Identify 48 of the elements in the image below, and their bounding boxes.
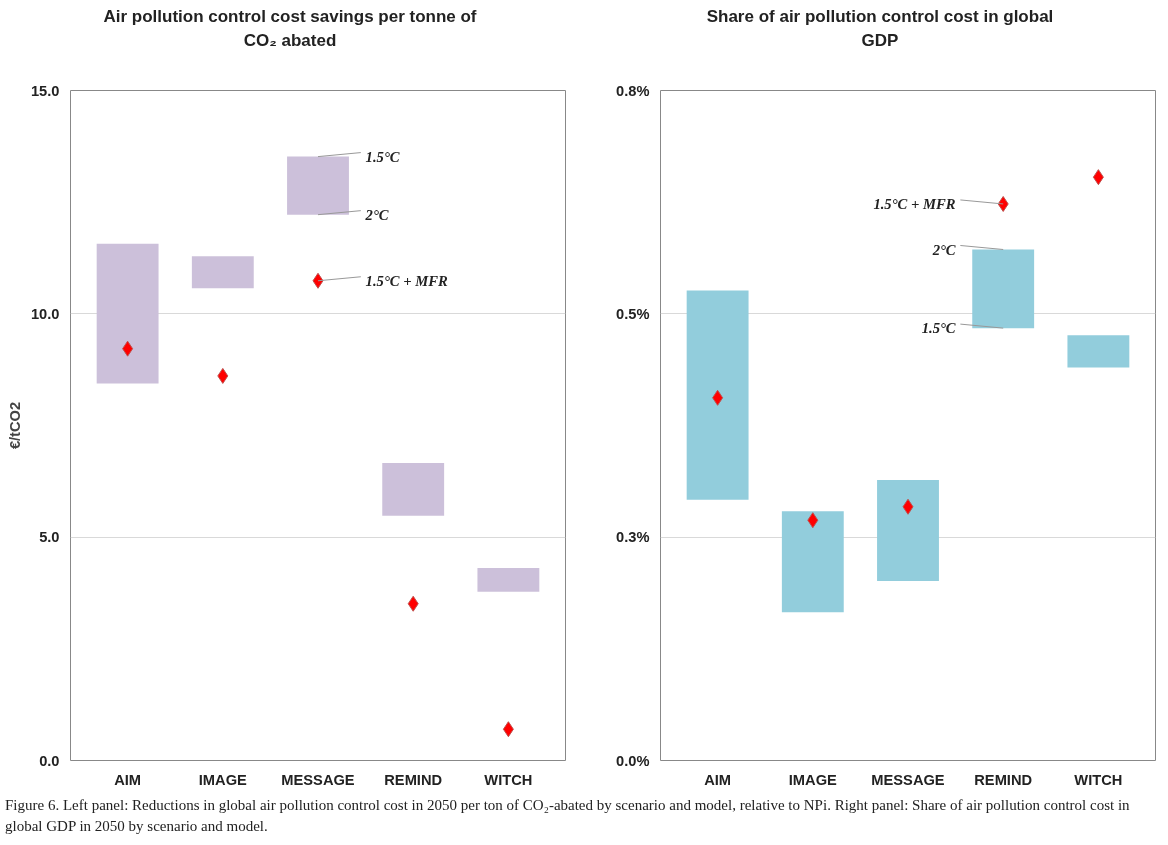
y-tick-label: 15.0 xyxy=(30,82,60,99)
y-tick-label: 0.0 xyxy=(39,752,60,769)
annotation: 2°C xyxy=(364,206,389,223)
bar xyxy=(96,243,159,384)
x-tick-label: WITCH xyxy=(484,771,533,788)
annotation: 1.5°C xyxy=(921,320,956,337)
caption: Figure 6. Left panel: Reductions in global air pollution control cost in 2050 per ton of CO₂-abated by scenario and model, relative to NPi. Right panel: Share of air pollution control cost in global GDP in 2050 by scenario and model. xyxy=(5,796,1131,837)
y-tick-label: 5.0 xyxy=(39,529,60,546)
y-tick-label: 10.0 xyxy=(30,305,60,322)
x-tick-label: WITCH xyxy=(1074,771,1123,788)
point xyxy=(807,512,819,529)
bar xyxy=(191,256,254,289)
x-tick-label: IMAGE xyxy=(198,771,248,788)
point xyxy=(122,340,134,357)
x-tick-label: REMIND xyxy=(974,771,1033,788)
bar xyxy=(877,479,939,581)
y-tick-label: 0.3% xyxy=(616,529,650,546)
x-tick-label: AIM xyxy=(704,771,732,788)
bar xyxy=(477,567,540,592)
bar xyxy=(1067,335,1130,368)
chart-title: Air pollution control cost savings per tonne of CO₂ abated xyxy=(103,6,477,53)
y-tick-label: 0.0% xyxy=(616,752,650,769)
annotation: 2°C xyxy=(931,241,956,258)
bar xyxy=(781,511,844,613)
x-tick-label: AIM xyxy=(114,771,142,788)
annotation: 1.5°C xyxy=(365,148,400,165)
chart-title: Share of air pollution control cost in global GDP xyxy=(706,6,1054,53)
point xyxy=(407,595,419,612)
point xyxy=(1092,169,1104,186)
annotation: 1.5°C + MFR xyxy=(365,272,449,289)
bar xyxy=(382,463,445,516)
x-tick-label: MESSAGE xyxy=(871,771,945,788)
point xyxy=(502,721,514,738)
point xyxy=(997,195,1009,212)
annotation: 1.5°C + MFR xyxy=(873,195,956,212)
x-tick-label: MESSAGE xyxy=(281,771,355,788)
point xyxy=(312,272,324,289)
bar xyxy=(287,156,349,215)
bar xyxy=(972,249,1035,329)
y-axis-title: €/tCO2 xyxy=(6,401,23,450)
y-tick-label: 0.8% xyxy=(616,82,650,99)
x-tick-label: REMIND xyxy=(384,771,443,788)
point xyxy=(217,367,229,384)
x-tick-label: IMAGE xyxy=(788,771,838,788)
point xyxy=(902,498,914,515)
point xyxy=(712,389,724,406)
bar xyxy=(686,290,749,500)
y-tick-label: 0.5% xyxy=(616,305,650,322)
